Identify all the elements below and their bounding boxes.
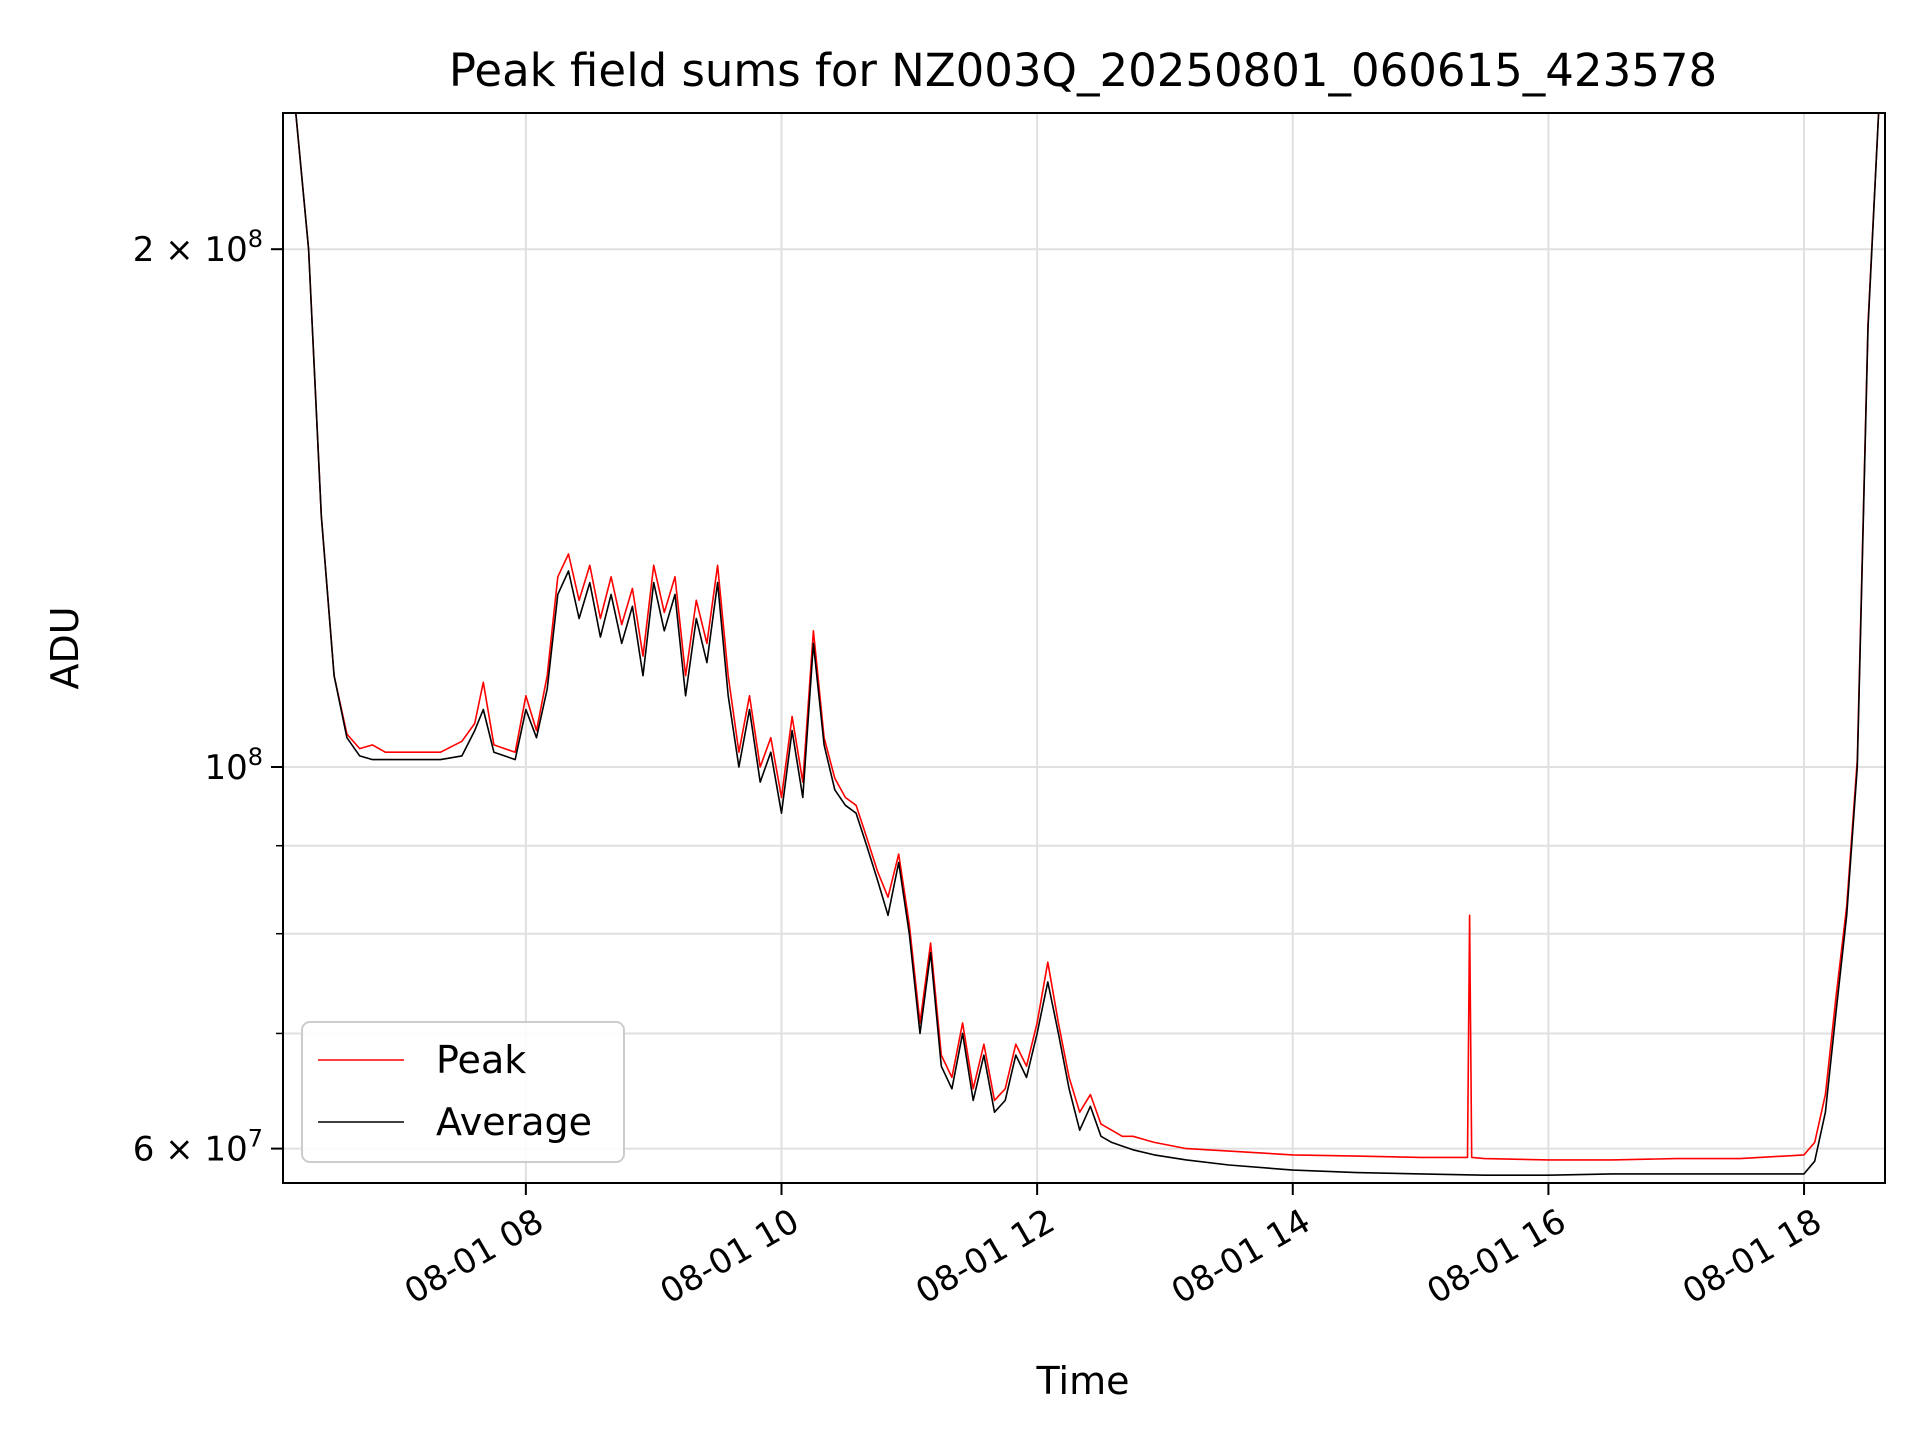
y-tick-label-exponent: 8 [248,225,263,253]
x-axis-label: Time [1036,1359,1130,1403]
legend: Peak Average [301,1021,625,1163]
series-layer [295,113,1885,1176]
series-line-peak [295,113,1885,1161]
y-tick-label-exponent: 7 [248,1125,263,1153]
series-line-average [295,113,1885,1176]
legend-label-peak: Peak [436,1038,526,1082]
y-tick-label-base: 2 × 10 [133,230,248,270]
y-tick-label: 2 × 108 [133,225,263,270]
y-tick-label-exponent: 8 [248,743,263,771]
y-tick-label: 108 [204,743,263,788]
legend-box [301,1021,625,1163]
y-tick-label-base: 6 × 10 [133,1130,248,1170]
chart-title: Peak field sums for NZ003Q_20250801_0606… [449,44,1717,97]
legend-label-average: Average [436,1100,592,1144]
y-axis-label: ADU [43,606,87,689]
y-tick-label-base: 10 [204,748,247,788]
y-tick-label: 6 × 107 [133,1125,263,1170]
plot-frame [282,112,1886,1184]
